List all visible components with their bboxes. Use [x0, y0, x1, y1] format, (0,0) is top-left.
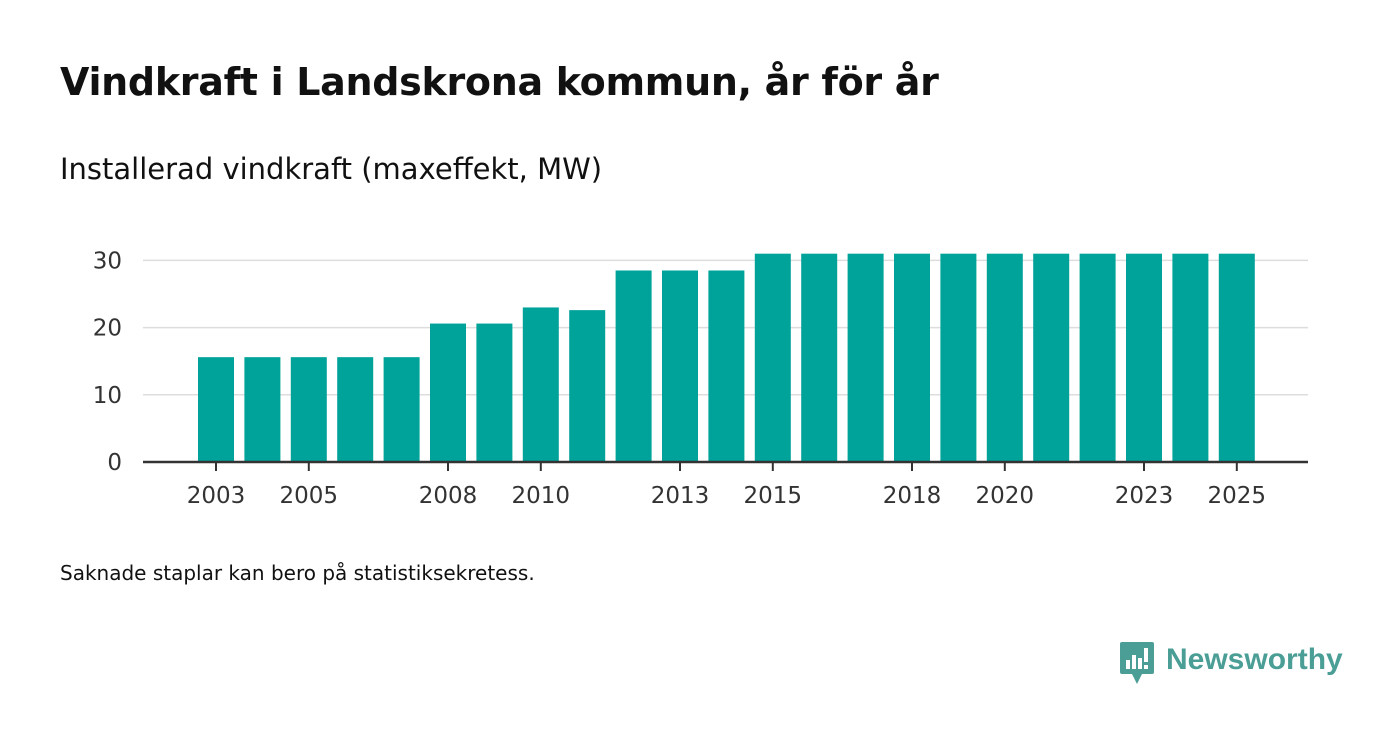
chart-subtitle: Installerad vindkraft (maxeffekt, MW) — [60, 152, 603, 186]
bar-2020[interactable] — [986, 253, 1023, 462]
bar-2021[interactable] — [1033, 253, 1070, 462]
bar-2019[interactable] — [940, 253, 977, 462]
x-tick-label-2025: 2025 — [1208, 483, 1267, 509]
x-tick-label-2008: 2008 — [419, 483, 478, 509]
bar-2003[interactable] — [198, 357, 234, 462]
x-tick-label-2003: 2003 — [187, 483, 246, 509]
chart-title: Vindkraft i Landskrona kommun, år för år — [60, 60, 939, 104]
bars — [198, 253, 1255, 462]
x-tick-label-2010: 2010 — [512, 483, 571, 509]
bar-2024[interactable] — [1172, 253, 1209, 462]
brand-name: Newsworthy — [1166, 643, 1343, 676]
y-tick-label-0: 0 — [107, 450, 122, 476]
bar-2006[interactable] — [337, 357, 374, 462]
bar-2013[interactable] — [662, 270, 698, 462]
bar-2011[interactable] — [569, 310, 606, 462]
bar-2004[interactable] — [244, 357, 281, 462]
newsworthy-logo-icon — [1120, 642, 1154, 684]
x-tick-label-2018: 2018 — [883, 483, 942, 509]
y-tick-label-10: 10 — [93, 383, 122, 409]
bar-2015[interactable] — [754, 253, 791, 462]
bar-2009[interactable] — [476, 323, 513, 462]
x-tick-label-2023: 2023 — [1115, 483, 1174, 509]
y-tick-label-20: 20 — [93, 316, 122, 342]
x-tick-label-2015: 2015 — [744, 483, 803, 509]
newsworthy-brand[interactable]: Newsworthy — [1118, 640, 1343, 686]
footnote: Saknade staplar kan bero på statistiksek… — [60, 561, 535, 585]
bar-2008[interactable] — [430, 323, 466, 462]
bar-2025[interactable] — [1218, 253, 1255, 462]
bar-2016[interactable] — [801, 253, 838, 462]
bar-2017[interactable] — [847, 253, 884, 462]
x-tick-label-2020: 2020 — [976, 483, 1035, 509]
bar-2010[interactable] — [522, 307, 559, 462]
bar-2023[interactable] — [1126, 253, 1162, 462]
x-tick-label-2005: 2005 — [280, 483, 339, 509]
x-tick-label-2013: 2013 — [651, 483, 710, 509]
bar-2007[interactable] — [383, 357, 420, 462]
y-tick-label-30: 30 — [93, 248, 122, 274]
axes: 0 10 20 30 2003 2005 2008 2010 2013 2015 2018 2020 2… — [93, 248, 1308, 509]
bar-2012[interactable] — [615, 270, 652, 462]
bar-2005[interactable] — [290, 357, 327, 462]
bar-2018[interactable] — [894, 253, 930, 462]
bar-2014[interactable] — [708, 270, 745, 462]
bar-2022[interactable] — [1079, 253, 1116, 462]
